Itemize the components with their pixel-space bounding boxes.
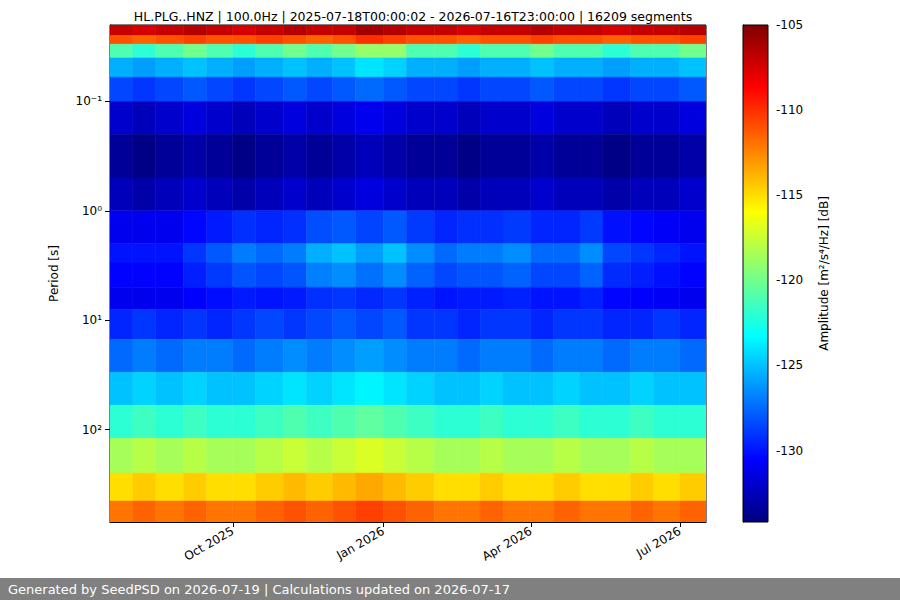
svg-text:-115: -115	[776, 188, 803, 202]
svg-text:-130: -130	[776, 444, 803, 458]
svg-text:-120: -120	[776, 273, 803, 287]
svg-text:10²: 10²	[82, 423, 102, 437]
svg-text:Apr 2026: Apr 2026	[480, 524, 535, 564]
svg-text:Oct 2025: Oct 2025	[182, 524, 237, 564]
svg-text:10⁰: 10⁰	[82, 204, 102, 218]
svg-text:-105: -105	[776, 18, 803, 32]
svg-text:10⁻¹: 10⁻¹	[76, 94, 103, 108]
svg-text:Generated by SeedPSD on 2026-0: Generated by SeedPSD on 2026-07-19 | Cal…	[8, 582, 510, 597]
svg-text:Period [s]: Period [s]	[47, 245, 61, 302]
svg-text:Jan 2026: Jan 2026	[333, 524, 387, 563]
svg-text:HL.PLG..HNZ | 100.0Hz | 2025-0: HL.PLG..HNZ | 100.0Hz | 2025-07-18T00:00…	[134, 9, 692, 24]
svg-text:10¹: 10¹	[82, 313, 102, 327]
svg-text:-110: -110	[776, 103, 803, 117]
svg-text:Amplitude [m²/s⁴/Hz] [dB]: Amplitude [m²/s⁴/Hz] [dB]	[817, 196, 831, 351]
svg-text:Jul 2026: Jul 2026	[633, 524, 683, 561]
svg-text:-125: -125	[776, 358, 803, 372]
